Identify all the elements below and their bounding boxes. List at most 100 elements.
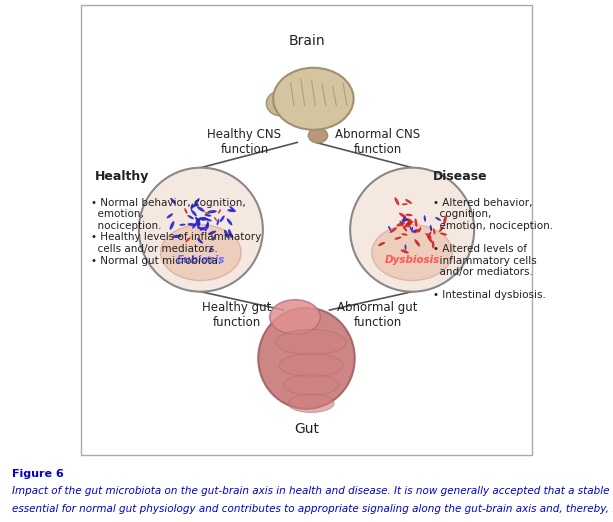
Ellipse shape — [161, 225, 241, 280]
Ellipse shape — [388, 226, 391, 231]
Ellipse shape — [224, 230, 229, 238]
Ellipse shape — [284, 375, 338, 395]
Ellipse shape — [405, 244, 406, 250]
Ellipse shape — [180, 224, 186, 226]
Ellipse shape — [197, 218, 201, 223]
Ellipse shape — [273, 68, 354, 130]
Ellipse shape — [204, 214, 211, 217]
Ellipse shape — [414, 218, 417, 227]
Ellipse shape — [258, 308, 355, 409]
Ellipse shape — [214, 217, 217, 221]
Ellipse shape — [227, 218, 232, 226]
Ellipse shape — [414, 239, 420, 246]
Text: Eubiosis: Eubiosis — [177, 255, 225, 265]
Ellipse shape — [185, 238, 191, 242]
Ellipse shape — [408, 219, 411, 225]
Ellipse shape — [191, 203, 199, 208]
Ellipse shape — [201, 218, 208, 221]
Text: Brain: Brain — [288, 34, 325, 48]
Ellipse shape — [402, 233, 408, 235]
Ellipse shape — [440, 233, 447, 235]
Ellipse shape — [207, 210, 217, 213]
Ellipse shape — [400, 250, 409, 254]
Ellipse shape — [197, 227, 205, 230]
Ellipse shape — [185, 208, 188, 214]
Ellipse shape — [443, 215, 447, 224]
Ellipse shape — [205, 212, 210, 214]
Ellipse shape — [288, 394, 334, 412]
Text: Figure 6: Figure 6 — [12, 469, 64, 479]
Ellipse shape — [409, 226, 412, 231]
Text: Abnormal CNS
function: Abnormal CNS function — [335, 128, 421, 157]
Ellipse shape — [403, 218, 412, 221]
Ellipse shape — [167, 213, 173, 218]
Ellipse shape — [197, 217, 207, 220]
Ellipse shape — [266, 91, 296, 116]
Ellipse shape — [439, 226, 444, 232]
Ellipse shape — [195, 217, 200, 223]
Text: • Normal behavior, cognition,
  emotion,
  nociception.
• Healthy levels of infl: • Normal behavior, cognition, emotion, n… — [91, 197, 261, 266]
Ellipse shape — [208, 231, 216, 235]
Ellipse shape — [404, 222, 412, 228]
Ellipse shape — [191, 210, 197, 216]
Text: Dysbiosis: Dysbiosis — [384, 255, 440, 265]
Ellipse shape — [406, 221, 414, 225]
Ellipse shape — [400, 220, 403, 227]
Ellipse shape — [405, 199, 412, 204]
Ellipse shape — [403, 226, 407, 231]
Ellipse shape — [308, 128, 327, 143]
Ellipse shape — [412, 230, 417, 232]
Ellipse shape — [197, 222, 200, 228]
Ellipse shape — [399, 212, 406, 218]
Ellipse shape — [229, 206, 235, 211]
Text: Abnormal gut
function: Abnormal gut function — [337, 301, 418, 329]
Ellipse shape — [418, 227, 421, 233]
Ellipse shape — [405, 213, 413, 216]
Circle shape — [139, 168, 263, 292]
Ellipse shape — [188, 215, 194, 219]
Ellipse shape — [218, 209, 221, 213]
Text: essential for normal gut physiology and contributes to appropriate signaling alo: essential for normal gut physiology and … — [12, 504, 613, 515]
Ellipse shape — [220, 216, 225, 222]
Ellipse shape — [197, 206, 205, 212]
Ellipse shape — [411, 227, 413, 232]
Ellipse shape — [427, 236, 433, 243]
Text: Disease: Disease — [433, 170, 487, 183]
Ellipse shape — [407, 219, 410, 227]
Ellipse shape — [191, 204, 193, 210]
Ellipse shape — [207, 221, 209, 228]
Ellipse shape — [172, 235, 181, 238]
Ellipse shape — [402, 203, 408, 205]
Text: Gut: Gut — [294, 422, 319, 436]
Ellipse shape — [228, 229, 232, 238]
Ellipse shape — [424, 215, 426, 222]
Ellipse shape — [212, 235, 216, 241]
Ellipse shape — [216, 219, 219, 226]
Ellipse shape — [390, 228, 397, 233]
Ellipse shape — [403, 219, 408, 222]
Ellipse shape — [402, 217, 405, 223]
Text: Healthy: Healthy — [95, 170, 150, 183]
Ellipse shape — [205, 223, 208, 231]
Text: Impact of the gut microbiota on the gut-brain axis in health and disease. It is : Impact of the gut microbiota on the gut-… — [12, 485, 613, 496]
Ellipse shape — [432, 241, 435, 248]
Ellipse shape — [433, 229, 435, 234]
Ellipse shape — [170, 198, 176, 204]
Ellipse shape — [270, 300, 320, 334]
Ellipse shape — [435, 217, 441, 221]
Ellipse shape — [196, 218, 200, 226]
Ellipse shape — [425, 233, 432, 238]
Ellipse shape — [170, 221, 175, 230]
Ellipse shape — [372, 225, 452, 280]
Ellipse shape — [397, 222, 405, 226]
Text: Healthy gut
function: Healthy gut function — [202, 301, 272, 329]
Ellipse shape — [378, 242, 385, 246]
Ellipse shape — [395, 236, 402, 240]
Text: Healthy CNS
function: Healthy CNS function — [207, 128, 281, 157]
Ellipse shape — [275, 329, 347, 355]
Ellipse shape — [208, 247, 213, 253]
Ellipse shape — [188, 223, 196, 226]
Ellipse shape — [427, 232, 432, 238]
Text: • Altered behavior,
  cognition,
  emotion, nociception.

• Altered levels of
  : • Altered behavior, cognition, emotion, … — [433, 197, 553, 300]
Ellipse shape — [279, 354, 343, 377]
